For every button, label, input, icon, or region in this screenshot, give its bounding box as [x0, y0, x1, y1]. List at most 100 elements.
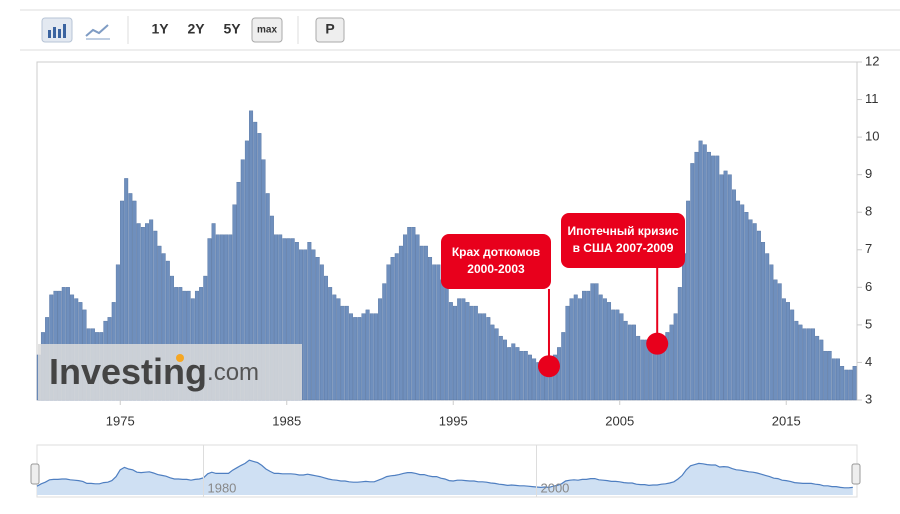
line-chart-button[interactable] [85, 24, 110, 40]
range-button-frame [251, 17, 283, 43]
bar [681, 253, 686, 401]
annotation-text: Ипотечный кризис [567, 224, 678, 238]
bar [740, 204, 745, 401]
bar [403, 234, 408, 401]
bar [457, 298, 462, 401]
range-button[interactable]: 5Y [223, 21, 241, 37]
bar [835, 358, 840, 401]
bar [511, 343, 516, 401]
bar [386, 264, 391, 401]
annotation-point [646, 332, 669, 355]
range-button[interactable]: 2Y [187, 21, 205, 37]
bar [440, 279, 445, 401]
y-tick-label: 9 [865, 166, 872, 181]
x-tick-label: 2015 [772, 413, 801, 428]
bar [706, 151, 711, 401]
bar [644, 339, 649, 401]
bar [802, 328, 807, 401]
bar [686, 200, 691, 401]
bar [565, 305, 570, 401]
range-button[interactable]: 1Y [151, 21, 169, 37]
bar [727, 174, 732, 401]
bar [752, 223, 757, 401]
bar [711, 155, 716, 401]
y-tick-label: 7 [865, 241, 872, 256]
bar [773, 279, 778, 401]
bar [632, 324, 636, 401]
bar [815, 335, 820, 401]
bar [798, 324, 803, 401]
annotation-point [537, 355, 560, 378]
bar [453, 305, 458, 401]
bar [340, 305, 345, 401]
bar [702, 144, 707, 401]
x-tick-label: 1975 [106, 413, 135, 428]
annotation-text: в США 2007-2009 [573, 241, 674, 255]
bar [619, 313, 624, 401]
bar [411, 227, 416, 401]
y-tick-label: 11 [865, 91, 879, 106]
bar [444, 287, 449, 401]
bar [715, 155, 720, 401]
icon [53, 27, 56, 38]
bar [811, 328, 815, 401]
navigator-handle[interactable] [851, 463, 861, 485]
y-tick-label: 12 [865, 53, 879, 68]
bar [577, 298, 582, 401]
annotation-box [561, 213, 685, 268]
bar [615, 309, 620, 401]
bar [328, 287, 333, 401]
print-button[interactable]: P [325, 21, 334, 37]
bar [806, 328, 811, 401]
navigator-handle[interactable] [30, 463, 40, 485]
x-tick-label: 2005 [605, 413, 634, 428]
bar [573, 294, 578, 401]
bar [378, 298, 383, 401]
y-tick-label: 3 [865, 391, 872, 406]
bar [486, 317, 491, 401]
bar [315, 257, 320, 401]
bar [848, 369, 853, 401]
navigator-tick-label: 2000 [540, 480, 569, 495]
range-button[interactable]: max [257, 25, 277, 36]
bar [790, 309, 795, 401]
bar [478, 313, 482, 401]
bar [536, 362, 541, 401]
bar [794, 320, 799, 401]
bar [777, 283, 782, 401]
watermark-box [38, 344, 302, 400]
bar [607, 302, 612, 401]
bar [852, 366, 857, 401]
bar [756, 230, 761, 401]
navigator-tick-label: 1980 [207, 480, 236, 495]
bar [781, 298, 786, 401]
bar [394, 253, 399, 401]
bar [498, 335, 503, 401]
bar [469, 305, 474, 401]
bar [390, 257, 395, 401]
bar [303, 249, 308, 401]
icon [58, 29, 61, 38]
bar [552, 354, 557, 401]
bar [648, 347, 653, 401]
toolbar: 1Y 2Y 5Y max P [151, 17, 345, 43]
annotation-text: Крах доткомов [452, 245, 540, 259]
icon [63, 24, 66, 38]
bar-chart-button[interactable] [41, 17, 73, 43]
bar [736, 200, 741, 401]
y-tick-label: 5 [865, 316, 872, 331]
bar [827, 350, 832, 401]
bar [840, 366, 845, 401]
bar [761, 242, 766, 401]
bar [557, 347, 562, 401]
bar [502, 339, 507, 401]
x-tick-label: 1985 [272, 413, 301, 428]
print-button-frame [315, 17, 345, 43]
bar [673, 313, 678, 401]
bar [519, 350, 524, 401]
icon [48, 30, 51, 38]
bar [373, 313, 378, 401]
bar [332, 294, 337, 401]
watermark-suffix: .com [207, 359, 259, 386]
